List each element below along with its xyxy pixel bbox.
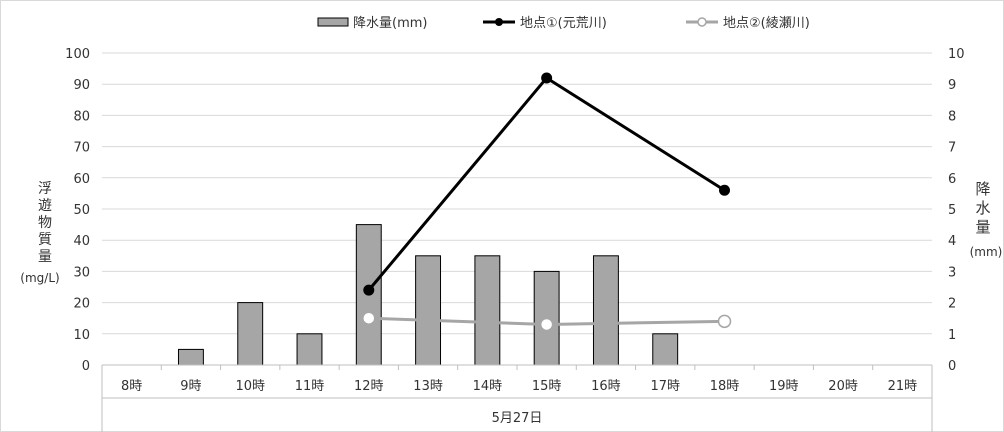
line-series: [362, 72, 732, 332]
y-right-title: 降 水 量 (mm): [970, 180, 1003, 259]
y-left-tick-label: 70: [73, 141, 90, 156]
x-tick-label: 10時: [235, 379, 265, 394]
x-tick-label: 14時: [473, 379, 503, 394]
bar-11時: [296, 333, 323, 366]
point-series-1-18時: [719, 184, 730, 196]
x-tick-label: 16時: [591, 379, 621, 394]
axes: [101, 364, 933, 432]
point-series-1-12時: [363, 284, 375, 296]
legend-marker-filled: [495, 18, 503, 26]
x-tick-label: 9時: [180, 379, 201, 394]
point-series-2-18時: [717, 314, 732, 329]
legend-label-precipitation: 降水量(mm): [353, 16, 427, 31]
x-tick-label: 8時: [121, 379, 142, 394]
bar-14時: [474, 255, 501, 366]
legend-label-site1: 地点①(元荒川): [520, 16, 607, 31]
y-left-title-char: 遊: [38, 198, 52, 214]
y-right-tick-label: 1: [948, 328, 956, 343]
y-right-axis-ticks: 0 1 2 3 4 5 6 7 8 9 10: [948, 47, 965, 374]
y-left-tick-label: 0: [82, 359, 90, 374]
bar-9時: [177, 348, 204, 366]
y-right-title-char: 水: [975, 199, 990, 217]
y-right-tick-label: 10: [948, 47, 965, 62]
y-left-axis-ticks: 0 10 20 30 40 50 60 70 80 90 100: [65, 47, 90, 374]
legend-label-site2: 地点②(綾瀬川): [723, 15, 810, 31]
x-axis-categories: 8時 9時 10時 11時 12時 13時 14時 15時 16時 17時 18時 19時 20時 21時: [121, 379, 917, 394]
point-series-1-15時: [541, 72, 553, 84]
y-left-tick-label: 100: [65, 47, 90, 62]
x-tick-label: 13時: [413, 379, 443, 394]
legend-item-site1: 地点①(元荒川): [483, 16, 607, 31]
x-tick-label: 17時: [650, 379, 680, 394]
y-right-title-char: 降: [975, 180, 990, 198]
point-series-2-15時: [539, 317, 554, 332]
y-left-title-char: 物: [38, 215, 52, 231]
y-left-title-char: 浮: [38, 181, 52, 197]
x-tick-label: 12時: [354, 379, 384, 394]
y-left-tick-label: 80: [73, 109, 90, 124]
x-tick-label: 15時: [532, 379, 562, 394]
x-tick-label: 21時: [888, 379, 918, 394]
y-right-title-char: 量: [975, 218, 990, 236]
x-tick-label: 19時: [769, 379, 799, 394]
y-left-tick-label: 50: [73, 203, 90, 218]
point-series-2-12時: [362, 311, 376, 325]
y-left-tick-label: 10: [73, 328, 90, 343]
y-left-title-char: 質: [38, 232, 52, 248]
x-tick-label: 11時: [295, 379, 325, 394]
bar-16時: [592, 255, 619, 366]
y-right-tick-label: 8: [948, 109, 956, 124]
bar-13時: [415, 255, 442, 366]
y-right-title-unit: (mm): [970, 245, 1003, 259]
y-left-tick-label: 90: [73, 78, 90, 93]
y-right-tick-label: 5: [948, 203, 956, 218]
y-right-tick-label: 0: [948, 359, 956, 374]
y-left-title: 浮 遊 物 質 量 (mg/L): [20, 181, 59, 285]
y-right-tick-label: 7: [948, 141, 956, 156]
y-left-tick-label: 20: [73, 297, 90, 312]
y-right-tick-label: 2: [948, 297, 956, 312]
y-left-tick-label: 40: [73, 234, 90, 249]
y-right-tick-label: 3: [948, 265, 956, 280]
legend: 降水量(mm) 地点①(元荒川) 地点②(綾瀬川): [317, 15, 810, 31]
legend-marker-open: [697, 17, 707, 27]
legend-item-precipitation: 降水量(mm): [317, 16, 427, 31]
y-right-tick-label: 9: [948, 78, 956, 93]
x-axis-group-label: 5月27日: [492, 411, 543, 426]
y-left-title-unit: (mg/L): [20, 271, 59, 285]
bar-17時: [652, 333, 679, 366]
legend-item-site2: 地点②(綾瀬川): [686, 15, 810, 31]
y-left-tick-label: 60: [73, 172, 90, 187]
legend-swatch-bar: [317, 17, 349, 27]
y-right-tick-label: 4: [948, 234, 956, 249]
y-left-title-char: 量: [38, 249, 52, 265]
y-right-tick-label: 6: [948, 172, 956, 187]
x-tick-label: 18時: [710, 379, 740, 394]
x-tick-label: 20時: [828, 379, 858, 394]
bar-10時: [237, 302, 264, 366]
y-left-tick-label: 30: [73, 265, 90, 280]
